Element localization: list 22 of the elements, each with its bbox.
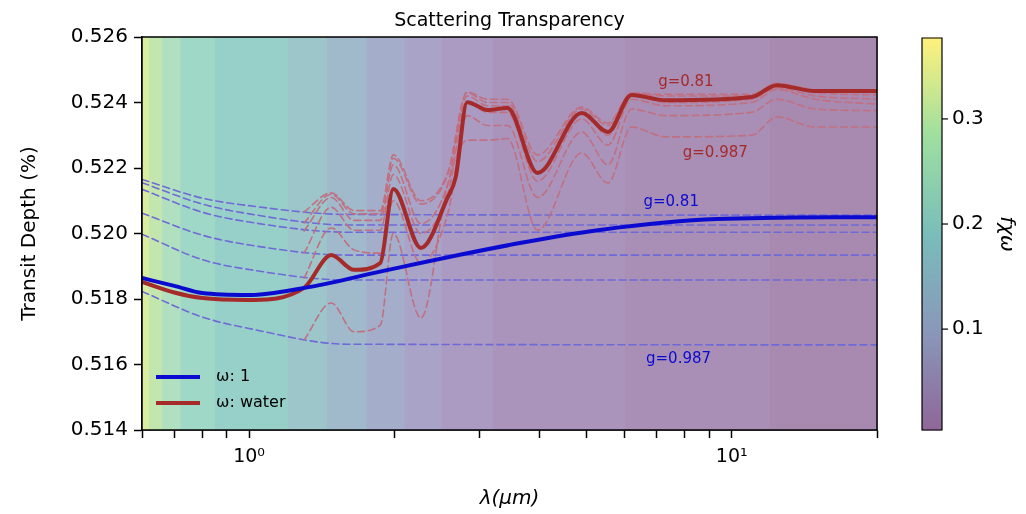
y-tick-label: 0.516 — [70, 350, 128, 375]
color-bar-label: 0.2 — [952, 210, 984, 235]
y-tick-label: 0.514 — [70, 416, 128, 441]
x-tick-label: 10⁰ — [233, 444, 265, 467]
y-axis-title: Transit Depth (%) — [16, 146, 41, 322]
y-tick-label: 0.524 — [70, 88, 128, 113]
annotation: g=0.81 — [643, 191, 699, 210]
legend-label: ω: water — [216, 392, 286, 412]
x-tick-label: 10¹ — [715, 444, 748, 467]
color-bar-title: fχω — [995, 216, 1020, 252]
chart-title: Scattering Transparency — [394, 8, 625, 31]
y-tick-label: 0.518 — [70, 285, 128, 310]
legend-label: ω: 1 — [216, 366, 251, 386]
y-tick-label: 0.520 — [70, 219, 128, 244]
y-tick-label: 0.526 — [70, 23, 128, 48]
annotation: g=0.987 — [682, 142, 748, 161]
color-bar-label: 0.3 — [952, 105, 984, 130]
y-tick-label: 0.522 — [70, 154, 128, 179]
annotation: g=0.987 — [646, 349, 712, 368]
color-bar-label: 0.1 — [952, 315, 984, 340]
annotation: g=0.81 — [658, 72, 714, 91]
x-axis-title: λ(μm) — [478, 485, 540, 509]
